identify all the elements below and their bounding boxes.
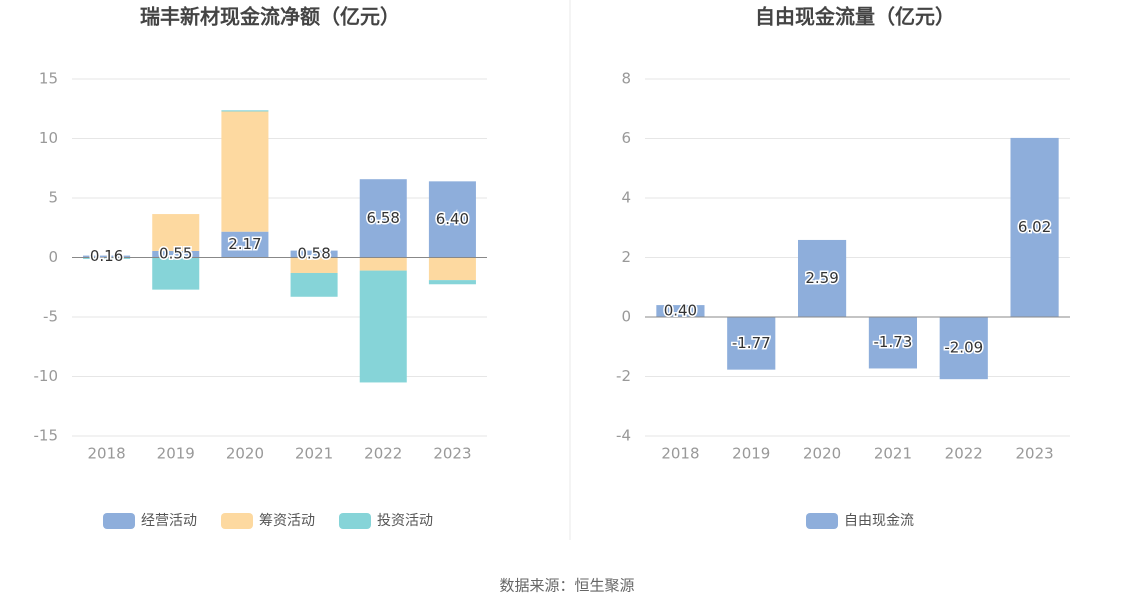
- value-label: 0.58: [297, 245, 330, 263]
- bar: [359, 257, 407, 271]
- x-tick-label: 2018: [661, 445, 699, 463]
- y-tick-label: 10: [39, 129, 58, 147]
- value-label: -1.77: [732, 334, 771, 352]
- x-tick-label: 2022: [945, 445, 983, 463]
- value-label: 0.40: [664, 302, 697, 320]
- y-tick-label: 6: [621, 129, 631, 147]
- y-tick-label: -10: [34, 367, 59, 385]
- bar: [727, 317, 776, 370]
- bar: [428, 257, 476, 281]
- value-label: 6.58: [367, 209, 400, 227]
- bar: [290, 257, 338, 273]
- x-tick-label: 2019: [732, 445, 770, 463]
- value-label: 6.40: [436, 210, 469, 228]
- source: 数据来源：恒生聚源: [499, 577, 634, 595]
- bar: [359, 270, 407, 383]
- legend-swatch: [221, 513, 253, 529]
- y-tick-label: 0: [48, 248, 58, 266]
- bar: [152, 214, 200, 251]
- legend-label: 投资活动: [377, 513, 433, 529]
- y-tick-label: 15: [39, 70, 58, 88]
- legend-label: 筹资活动: [259, 512, 315, 529]
- x-tick-label: 2022: [364, 445, 402, 463]
- legend-swatch: [339, 513, 371, 529]
- y-tick-label: 0: [621, 308, 631, 326]
- bar: [428, 280, 476, 285]
- bar: [152, 250, 200, 258]
- value-label: 2.59: [805, 269, 838, 287]
- legend-label: 自由现金流: [844, 513, 914, 529]
- bar: [656, 305, 705, 317]
- value-label: -2.09: [944, 339, 983, 357]
- y-tick-label: 8: [621, 70, 631, 88]
- legend-label: 经营活动: [141, 513, 197, 529]
- bar: [290, 272, 338, 297]
- y-tick-label: -5: [43, 308, 58, 326]
- bar: [798, 239, 847, 317]
- bar: [939, 317, 988, 380]
- value-label: 0.16: [90, 247, 123, 265]
- bar: [152, 257, 200, 290]
- legend-swatch: [103, 513, 135, 529]
- bar: [83, 257, 131, 259]
- chart-title: 自由现金流量（亿元）: [755, 5, 955, 29]
- bar: [428, 181, 476, 258]
- x-tick-label: 2023: [433, 445, 471, 463]
- bar: [221, 111, 269, 232]
- x-tick-label: 2021: [874, 445, 912, 463]
- y-tick-label: 2: [621, 248, 631, 266]
- y-tick-label: -4: [616, 427, 631, 445]
- y-tick-label: 4: [621, 189, 631, 207]
- x-tick-label: 2021: [295, 445, 333, 463]
- y-tick-label: -15: [34, 427, 59, 445]
- bar: [1010, 137, 1059, 317]
- x-tick-label: 2020: [803, 445, 841, 463]
- x-tick-label: 2020: [226, 445, 264, 463]
- value-label: 2.17: [228, 235, 261, 253]
- bar: [290, 250, 338, 258]
- value-label: 6.02: [1018, 218, 1051, 236]
- value-label: -1.73: [874, 333, 913, 351]
- bar: [221, 231, 269, 258]
- chart-title: 瑞丰新材现金流净额（亿元）: [140, 5, 400, 29]
- value-label: 0.55: [159, 245, 192, 263]
- bar: [359, 179, 407, 258]
- x-tick-label: 2023: [1015, 445, 1053, 463]
- x-tick-label: 2018: [87, 445, 125, 463]
- y-tick-label: 5: [48, 189, 58, 207]
- bar: [868, 317, 917, 369]
- legend-swatch: [806, 513, 838, 529]
- y-tick-label: -2: [616, 367, 631, 385]
- bar: [221, 110, 269, 112]
- bar: [83, 255, 131, 258]
- x-tick-label: 2019: [157, 445, 195, 463]
